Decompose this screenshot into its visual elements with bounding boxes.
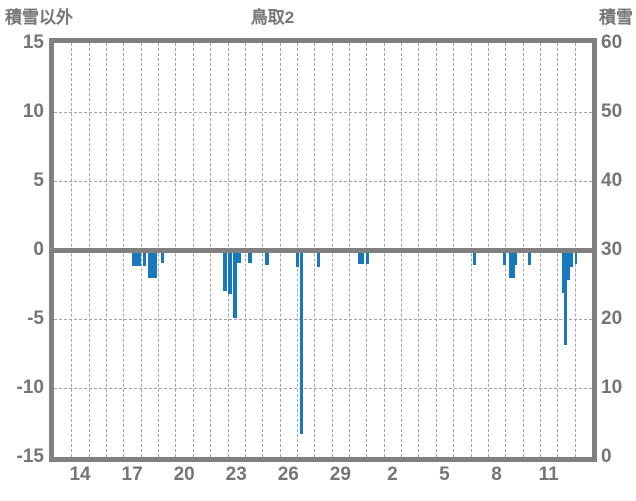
x-tick-label: 14 (69, 464, 91, 485)
x-tick-label: 20 (173, 464, 195, 485)
data-bar (142, 250, 146, 266)
data-bar (515, 250, 518, 266)
data-bar (132, 250, 141, 266)
data-bar (502, 250, 506, 266)
left-tick-label: -10 (16, 377, 44, 398)
data-bar (296, 250, 300, 267)
data-bar (160, 250, 165, 264)
data-bar (472, 250, 476, 266)
chart-title: 鳥取2 (250, 8, 295, 27)
right-tick-label: 50 (601, 101, 623, 122)
data-bar (248, 250, 252, 264)
x-tick-label: 26 (277, 464, 299, 485)
left-tick-label: -15 (16, 446, 44, 467)
data-bar (563, 250, 567, 346)
data-bar (237, 250, 241, 264)
data-bar (527, 250, 531, 266)
zero-line (54, 247, 592, 253)
value-gridline (54, 181, 592, 182)
left-tick-label: 5 (33, 170, 44, 191)
x-tick-label: 29 (329, 464, 351, 485)
x-tick-label: 8 (491, 464, 502, 485)
left-tick-label: 0 (33, 239, 44, 260)
x-tick-label: 23 (225, 464, 247, 485)
data-bar (509, 250, 516, 278)
right-tick-label: 20 (601, 308, 623, 329)
data-bar (223, 250, 228, 292)
right-tick-label: 30 (601, 239, 623, 260)
data-bar (357, 250, 365, 265)
data-bar (265, 250, 269, 266)
data-bar (566, 250, 571, 281)
x-tick-label: 2 (387, 464, 398, 485)
data-bar (228, 250, 232, 295)
data-bar (562, 250, 564, 293)
data-bar (570, 250, 574, 267)
x-tick-label: 17 (121, 464, 143, 485)
right-tick-label: 0 (601, 446, 612, 467)
right-tick-label: 40 (601, 170, 623, 191)
data-bar (574, 250, 578, 264)
left-axis-title: 積雪以外 (5, 8, 73, 27)
left-tick-label: 10 (22, 101, 44, 122)
data-bar (366, 250, 370, 265)
data-bar (233, 250, 238, 319)
right-axis-title: 積雪 (599, 8, 633, 27)
right-tick-label: 10 (601, 377, 623, 398)
plot-area (54, 43, 592, 457)
value-gridline (54, 388, 592, 389)
left-tick-label: 15 (22, 32, 44, 53)
value-gridline (54, 112, 592, 113)
data-bar (300, 250, 304, 434)
left-tick-label: -5 (27, 308, 44, 329)
x-tick-label: 11 (538, 464, 559, 485)
x-tick-label: 5 (439, 464, 450, 485)
data-bar (148, 250, 157, 279)
value-gridline (54, 319, 592, 320)
plot-frame (49, 38, 597, 462)
right-tick-label: 60 (601, 32, 623, 53)
data-bar (316, 250, 321, 267)
